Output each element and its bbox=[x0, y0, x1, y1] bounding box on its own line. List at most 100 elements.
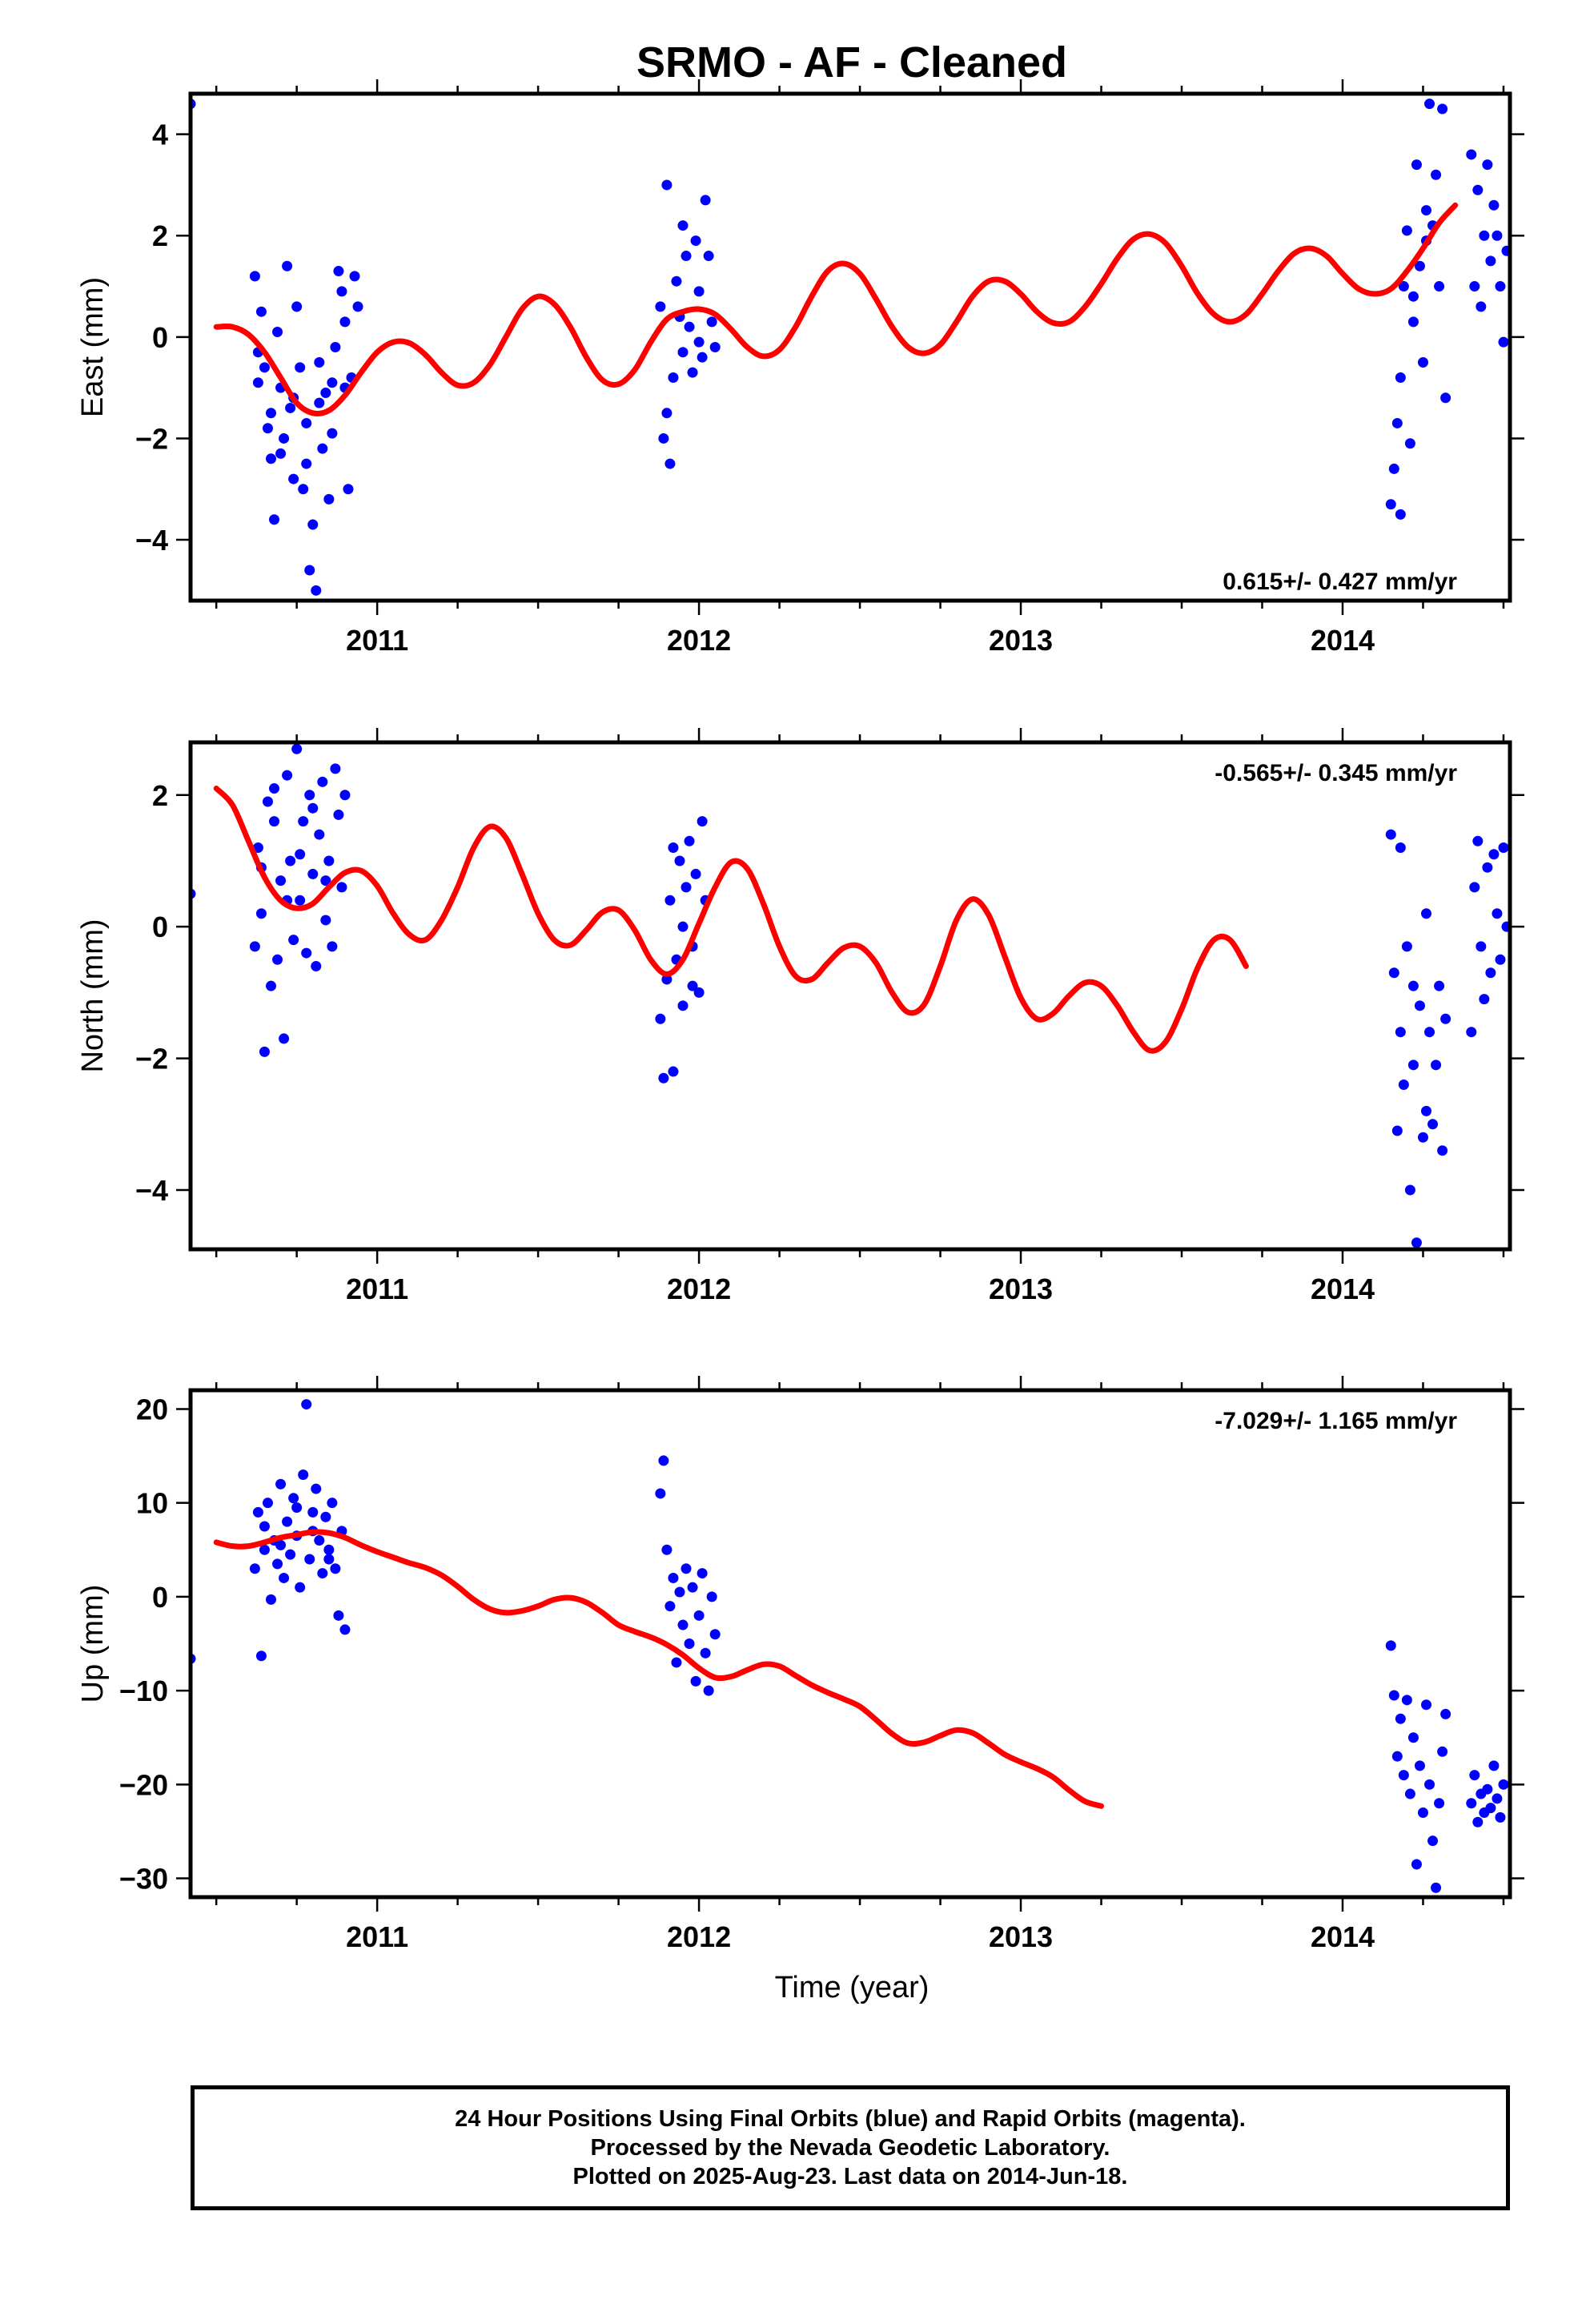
north-data-point bbox=[684, 835, 695, 846]
up-data-point bbox=[674, 1586, 685, 1598]
east-data-point bbox=[1395, 372, 1406, 383]
footer-line-2: Processed by the Nevada Geodetic Laborat… bbox=[590, 2135, 1110, 2161]
north-data-point bbox=[262, 796, 273, 807]
east-data-point bbox=[1407, 291, 1419, 302]
east-x-tick-label: 2014 bbox=[1311, 624, 1375, 657]
north-data-point bbox=[668, 1066, 679, 1077]
up-data-point bbox=[314, 1535, 325, 1546]
up-data-point bbox=[1469, 1770, 1480, 1781]
up-data-point bbox=[288, 1493, 299, 1504]
up-data-point bbox=[323, 1544, 335, 1555]
north-data-point bbox=[249, 941, 260, 952]
north-data-point bbox=[693, 987, 705, 998]
east-data-point bbox=[1492, 230, 1503, 241]
up-data-point bbox=[1440, 1708, 1452, 1719]
north-data-point bbox=[1395, 1027, 1406, 1038]
up-data-point bbox=[1488, 1760, 1500, 1771]
north-data-point bbox=[1501, 921, 1510, 932]
north-data-point bbox=[1434, 980, 1445, 991]
east-data-point bbox=[684, 321, 695, 332]
east-data-point bbox=[304, 565, 315, 576]
east-y-tick-label: −4 bbox=[135, 524, 168, 557]
chart-title: SRMO - AF - Cleaned bbox=[636, 38, 1067, 86]
east-data-point bbox=[690, 235, 701, 247]
north-data-point bbox=[282, 770, 293, 781]
up-data-point bbox=[272, 1558, 283, 1570]
up-data-point bbox=[1495, 1811, 1506, 1823]
north-data-point bbox=[1388, 967, 1399, 979]
north-x-tick-label: 2013 bbox=[989, 1273, 1053, 1305]
north-data-point bbox=[658, 1072, 669, 1084]
north-data-point bbox=[1488, 849, 1500, 860]
north-data-point bbox=[291, 743, 303, 754]
east-x-tick-label: 2011 bbox=[346, 624, 408, 657]
east-y-tick-label: −2 bbox=[135, 422, 168, 455]
east-data-point bbox=[1482, 159, 1493, 171]
up-data-point bbox=[687, 1582, 698, 1593]
east-data-point bbox=[279, 432, 290, 444]
up-plot-frame bbox=[188, 1388, 1512, 1900]
up-data-point bbox=[1482, 1783, 1493, 1795]
east-data-point bbox=[262, 423, 273, 434]
east-data-point bbox=[661, 179, 673, 191]
east-data-point bbox=[301, 417, 312, 428]
footer-note-box: 24 Hour Positions Using Final Orbits (bl… bbox=[191, 2085, 1510, 2210]
east-data-point bbox=[295, 362, 306, 373]
east-data-point bbox=[311, 585, 322, 596]
east-y-tick-label: 0 bbox=[152, 321, 168, 354]
north-data-point bbox=[333, 809, 344, 820]
east-data-point bbox=[1466, 149, 1477, 160]
north-data-point bbox=[1401, 941, 1412, 952]
up-data-point bbox=[295, 1582, 306, 1593]
north-data-point bbox=[1404, 1184, 1415, 1196]
up-data-point bbox=[706, 1591, 717, 1602]
east-data-point bbox=[301, 458, 312, 469]
up-data-point bbox=[665, 1601, 676, 1612]
east-data-point bbox=[275, 448, 287, 459]
up-y-tick-label: 20 bbox=[136, 1393, 168, 1425]
east-data-point bbox=[1469, 281, 1480, 292]
up-data-point bbox=[249, 1563, 260, 1574]
up-data-point bbox=[259, 1521, 270, 1532]
east-data-point bbox=[282, 260, 293, 271]
up-ticks: 2011 2012 2013 2014 20 10 0 −10 −20 −30 bbox=[119, 1376, 1524, 1953]
north-data-point bbox=[674, 855, 685, 866]
east-data-point bbox=[681, 251, 692, 262]
north-data-points bbox=[191, 743, 1510, 1248]
up-data-point bbox=[658, 1455, 669, 1466]
east-data-point bbox=[1501, 245, 1510, 256]
east-data-point bbox=[288, 473, 299, 485]
up-data-point bbox=[1391, 1751, 1403, 1762]
east-data-point bbox=[1420, 205, 1431, 216]
east-data-point bbox=[668, 372, 679, 383]
north-data-point bbox=[1398, 1079, 1409, 1090]
east-data-point bbox=[1485, 255, 1496, 267]
up-data-point bbox=[1434, 1798, 1445, 1809]
north-data-point bbox=[259, 1046, 270, 1057]
east-data-point bbox=[677, 347, 689, 358]
up-data-point bbox=[1485, 1803, 1496, 1814]
east-data-point bbox=[1417, 356, 1428, 368]
up-data-point bbox=[320, 1511, 331, 1522]
north-data-point bbox=[1472, 835, 1484, 846]
up-data-point bbox=[262, 1498, 273, 1509]
east-data-point bbox=[1391, 417, 1403, 428]
east-data-point bbox=[323, 493, 335, 505]
up-data-point bbox=[265, 1594, 276, 1605]
east-data-point bbox=[352, 301, 363, 312]
north-data-point bbox=[269, 816, 280, 827]
east-data-point bbox=[709, 342, 721, 352]
up-y-axis-label: Up (mm) bbox=[76, 1585, 110, 1703]
north-data-point bbox=[1407, 980, 1419, 991]
north-data-point bbox=[1440, 1013, 1452, 1024]
up-data-point bbox=[1414, 1760, 1425, 1771]
north-data-point bbox=[317, 776, 328, 787]
east-x-tick-label: 2012 bbox=[667, 624, 731, 657]
up-data-point bbox=[1401, 1695, 1412, 1706]
up-data-point bbox=[709, 1629, 721, 1640]
up-model-curve bbox=[213, 1529, 1104, 1809]
up-data-point bbox=[1385, 1640, 1396, 1651]
east-data-point bbox=[298, 484, 309, 495]
up-data-point bbox=[1404, 1788, 1415, 1799]
north-plot-frame bbox=[188, 740, 1512, 1252]
